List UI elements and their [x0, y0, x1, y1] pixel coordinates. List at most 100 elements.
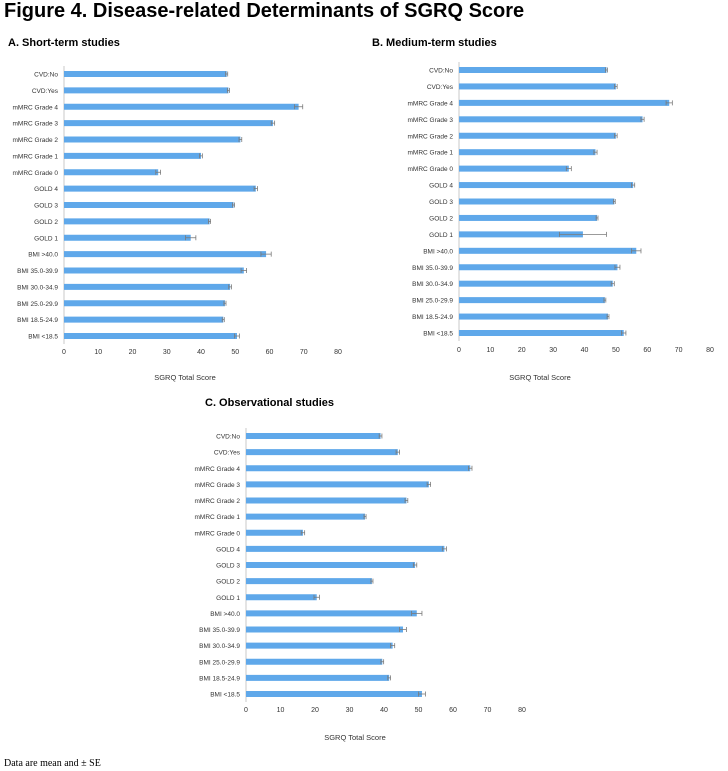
x-tick-label: 60 — [449, 707, 457, 714]
category-label: GOLD 3 — [216, 563, 240, 570]
category-label: BMI 18.5-24.9 — [412, 314, 453, 321]
bar — [246, 562, 416, 568]
category-label: GOLD 3 — [34, 203, 58, 210]
x-tick-label: 70 — [675, 347, 683, 354]
bar — [246, 610, 417, 617]
bar — [64, 103, 299, 110]
bar — [64, 218, 210, 225]
category-label: BMI 18.5-24.9 — [17, 317, 58, 324]
category-label: CVD:No — [429, 68, 453, 75]
x-tick-label: 40 — [581, 347, 589, 354]
category-label: mMRC Grade 3 — [12, 121, 58, 128]
category-label: BMI 18.5-24.9 — [199, 675, 240, 682]
category-label: mMRC Grade 0 — [194, 530, 240, 537]
bar — [64, 87, 229, 94]
bar — [459, 116, 643, 123]
category-label: GOLD 2 — [34, 219, 58, 226]
x-tick-label: 0 — [62, 349, 66, 356]
bar — [459, 214, 598, 221]
x-tick-label: 10 — [94, 349, 102, 356]
bar — [246, 658, 383, 665]
category-label: mMRC Grade 2 — [407, 133, 453, 140]
category-label: mMRC Grade 0 — [407, 166, 453, 173]
category-label: mMRC Grade 2 — [12, 137, 58, 144]
category-label: BMI >40.0 — [210, 611, 240, 618]
x-tick-label: 50 — [612, 347, 620, 354]
bar — [64, 234, 191, 241]
x-tick-label: 0 — [244, 707, 248, 714]
bar — [459, 83, 616, 90]
bar — [64, 169, 159, 176]
x-tick-label: 60 — [643, 347, 651, 354]
category-label: GOLD 1 — [429, 232, 453, 239]
category-label: CVD:Yes — [32, 88, 59, 95]
bar — [246, 626, 403, 633]
x-tick-label: 80 — [706, 347, 714, 354]
panel-title-medium-term: B. Medium-term studies — [372, 37, 497, 49]
category-label: GOLD 1 — [216, 595, 240, 602]
category-label: BMI 35.0-39.9 — [17, 268, 58, 275]
figure-title: Figure 4. Disease-related Determinants o… — [4, 0, 525, 22]
category-label: mMRC Grade 1 — [407, 150, 453, 157]
bar — [64, 185, 256, 192]
x-tick-label: 50 — [231, 349, 239, 356]
category-label: CVD:Yes — [214, 450, 241, 457]
category-label: mMRC Grade 4 — [407, 100, 453, 107]
x-tick-label: 30 — [163, 349, 171, 356]
category-label: BMI 25.0-29.9 — [412, 298, 453, 305]
category-label: GOLD 3 — [429, 199, 453, 206]
bar — [64, 120, 273, 127]
bar — [64, 267, 244, 274]
x-axis-label: SGRQ Total Score — [154, 373, 216, 382]
bar — [64, 333, 237, 339]
x-tick-label: 40 — [380, 707, 388, 714]
bar — [246, 691, 422, 697]
bar — [246, 433, 381, 439]
category-label: BMI 30.0-34.9 — [412, 281, 453, 288]
x-tick-label: 20 — [518, 347, 526, 354]
bar — [459, 67, 607, 73]
bar — [246, 578, 372, 585]
x-tick-label: 30 — [549, 347, 557, 354]
category-label: BMI <18.5 — [210, 692, 240, 699]
category-label: BMI 30.0-34.9 — [199, 643, 240, 650]
category-label: mMRC Grade 3 — [194, 482, 240, 489]
category-label: CVD:Yes — [427, 84, 454, 91]
bar — [246, 674, 390, 681]
bar — [246, 545, 445, 552]
category-label: GOLD 4 — [429, 183, 453, 190]
panel-title-short-term: A. Short-term studies — [8, 37, 120, 49]
category-label: GOLD 2 — [216, 579, 240, 586]
bar — [459, 99, 670, 106]
category-label: mMRC Grade 1 — [194, 514, 240, 521]
category-label: mMRC Grade 0 — [12, 170, 58, 177]
bar — [459, 330, 624, 336]
x-tick-label: 0 — [457, 347, 461, 354]
panel-title-observational: C. Observational studies — [205, 397, 334, 409]
bar — [246, 529, 303, 536]
category-label: mMRC Grade 2 — [194, 498, 240, 505]
category-label: mMRC Grade 4 — [12, 104, 58, 111]
x-axis-label: SGRQ Total Score — [509, 373, 571, 382]
bar — [64, 300, 225, 307]
category-label: GOLD 4 — [34, 186, 58, 193]
bar — [459, 132, 616, 139]
category-label: BMI 35.0-39.9 — [412, 265, 453, 272]
x-tick-label: 70 — [484, 707, 492, 714]
category-label: GOLD 1 — [34, 235, 58, 242]
bar — [64, 136, 241, 143]
bar — [459, 182, 634, 189]
category-label: CVD:No — [216, 434, 240, 441]
bar — [246, 642, 393, 649]
category-label: BMI <18.5 — [28, 334, 58, 341]
bar — [459, 264, 618, 271]
bar — [64, 152, 201, 159]
bar — [246, 594, 317, 601]
bar — [459, 231, 583, 238]
category-label: GOLD 2 — [429, 215, 453, 222]
category-label: GOLD 4 — [216, 546, 240, 553]
x-tick-label: 10 — [277, 707, 285, 714]
